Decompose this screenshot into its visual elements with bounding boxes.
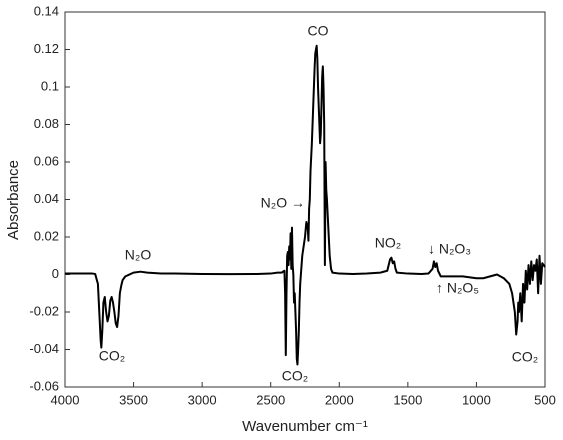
y-tick-label: 0.08: [34, 116, 59, 131]
x-tick-label: 500: [534, 392, 556, 407]
y-tick-label: 0.04: [34, 191, 59, 206]
annotation: N₂O: [125, 247, 152, 263]
annotation: CO: [308, 23, 329, 39]
annotation: ↓ N₂O₃: [428, 241, 471, 257]
y-tick-label: 0.14: [34, 3, 59, 18]
plot-frame: [64, 11, 546, 388]
annotation: CO₂: [282, 368, 308, 384]
y-tick-label: 0.02: [34, 228, 59, 243]
x-tick-label: 4000: [51, 392, 80, 407]
y-tick-label: -0.02: [29, 303, 59, 318]
annotation: NO₂: [375, 235, 401, 251]
x-tick-label: 2000: [325, 392, 354, 407]
x-axis-label: Wavenumber cm⁻¹: [242, 418, 368, 435]
y-tick-label: -0.06: [29, 378, 59, 393]
x-tick-label: 1500: [393, 392, 422, 407]
y-axis-label: Absorbance: [5, 160, 22, 240]
y-tick-label: 0: [52, 266, 59, 281]
y-tick-label: -0.04: [29, 341, 59, 356]
spectrum-line: [65, 44, 546, 366]
x-tick-label: 3000: [188, 392, 217, 407]
annotation: CO₂: [99, 348, 125, 364]
x-tick-label: 1000: [462, 392, 491, 407]
y-tick-label: 0.1: [41, 78, 59, 93]
y-tick-label: 0.12: [34, 41, 59, 56]
annotation: N₂O →: [261, 195, 305, 211]
annotation: ↑ N₂O₅: [436, 280, 479, 296]
annotation: CO₂: [512, 349, 538, 365]
x-tick-label: 3500: [119, 392, 148, 407]
y-tick-label: 0.06: [34, 153, 59, 168]
x-tick-label: 2500: [256, 392, 285, 407]
